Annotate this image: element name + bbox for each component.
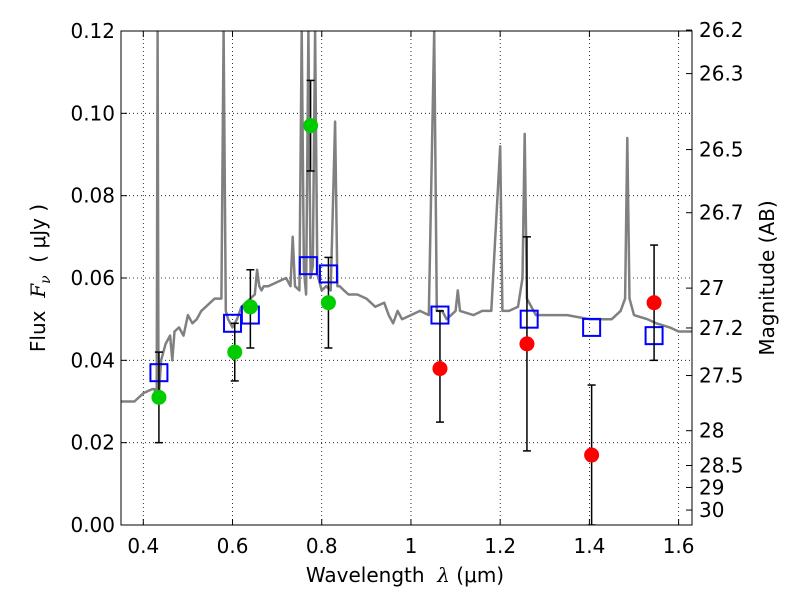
- plot-frame: [120, 30, 693, 526]
- red-data-point: [646, 295, 662, 311]
- y-tick-label: 0.02: [70, 431, 115, 455]
- magnitude-tick-label: 28: [699, 419, 724, 443]
- magnitude-tick-label: 28.5: [699, 453, 744, 477]
- y-tick-label: 0.10: [70, 101, 115, 125]
- magnitude-tick-label: 27.5: [699, 364, 744, 388]
- magnitude-tick-label: 26.3: [699, 62, 744, 86]
- magnitude-tick-label: 26.2: [699, 18, 744, 42]
- x-tick-label: 1.2: [484, 534, 516, 558]
- magnitude-axis-label: Magnitude (AB): [755, 200, 779, 355]
- grid: [121, 31, 692, 525]
- axis-ticks: 0.4 0.6 0.8 1 1.2 1.4 1.6 0.00 0.02 0.04 0.06 0.08 0…: [70, 18, 743, 558]
- x-tick-label: 1.4: [573, 534, 605, 558]
- magnitude-tick-label: 26.7: [699, 201, 744, 225]
- x-tick-label: 0.8: [306, 534, 338, 558]
- red-data-point: [584, 447, 600, 463]
- x-tick-label: 0.6: [217, 534, 249, 558]
- green-data-point: [303, 118, 319, 134]
- x-axis-label: Wavelength λ (μm): [306, 563, 504, 587]
- model-photometry-square: [298, 256, 318, 276]
- magnitude-tick-label: 27.2: [699, 316, 744, 340]
- y-tick-label: 0.06: [70, 266, 115, 290]
- model-spectrum-line: [121, 31, 692, 403]
- y-tick-label: 0.04: [70, 348, 115, 372]
- plot-area: [121, 31, 692, 525]
- x-tick-label: 0.4: [127, 534, 159, 558]
- x-tick-label: 1.6: [663, 534, 695, 558]
- y-tick-label: 0.00: [70, 513, 115, 537]
- y-tick-label: 0.12: [70, 19, 115, 43]
- model-photometry-square: [582, 317, 602, 337]
- green-data-point: [151, 389, 167, 405]
- magnitude-tick-label: 27: [699, 276, 724, 300]
- magnitude-tick-label: 26.5: [699, 138, 744, 162]
- red-data-point: [432, 361, 448, 377]
- red-data-point: [519, 336, 535, 352]
- magnitude-tick-label: 29: [699, 475, 724, 499]
- model-photometry-square: [519, 309, 539, 329]
- y-axis-label: Flux Fν ( μJy ): [26, 204, 54, 352]
- x-tick-label: 1: [405, 534, 418, 558]
- green-data-point: [227, 344, 243, 360]
- y-tick-label: 0.08: [70, 184, 115, 208]
- green-data-point: [242, 299, 258, 315]
- magnitude-tick-label: 30: [699, 498, 724, 522]
- green-data-point: [320, 295, 336, 311]
